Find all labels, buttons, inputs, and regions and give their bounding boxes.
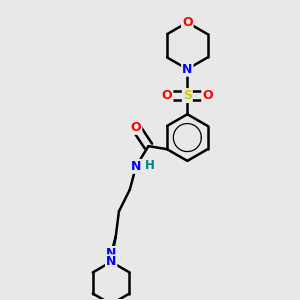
Text: O: O [202, 89, 213, 102]
Text: N: N [106, 247, 116, 260]
Text: H: H [145, 159, 155, 172]
Text: N: N [131, 160, 141, 173]
Text: O: O [131, 121, 141, 134]
Text: N: N [106, 255, 116, 268]
Text: O: O [182, 16, 193, 29]
Text: N: N [182, 63, 193, 76]
Text: O: O [162, 89, 172, 102]
Text: S: S [183, 89, 192, 102]
